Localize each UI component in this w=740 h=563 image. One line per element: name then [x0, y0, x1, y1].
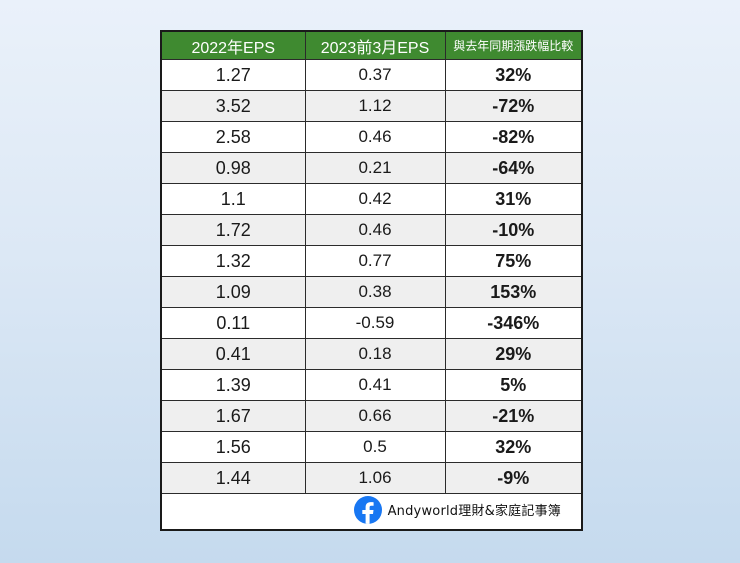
- table-row: 1.27 0.37 32%: [162, 59, 581, 91]
- eps-2022-cell: 1.09: [162, 276, 306, 308]
- eps-2022-cell: 1.67: [162, 400, 306, 432]
- facebook-icon: [353, 495, 382, 524]
- eps-2023-q1-cell: 0.46: [305, 214, 446, 246]
- header-yoy-change: 與去年同期漲跌幅比較: [445, 32, 581, 60]
- eps-2022-cell: 0.11: [162, 307, 306, 339]
- table-row: 1.32 0.77 75%: [162, 245, 581, 277]
- yoy-change-cell: 75%: [445, 245, 581, 277]
- table-body: 1.27 0.37 32% 3.52 1.12 -72% 2.58 0.46 -82% 0.98 0…: [162, 59, 581, 494]
- table-row: 1.39 0.41 5%: [162, 369, 581, 401]
- brand-name: Andyworld理財&家庭記事簿: [387, 504, 561, 519]
- eps-2022-cell: 1.56: [162, 431, 306, 463]
- table-row: 0.11 -0.59 -346%: [162, 307, 581, 339]
- eps-2023-q1-cell: 0.21: [305, 152, 446, 184]
- table-row: 1.72 0.46 -10%: [162, 214, 581, 246]
- eps-2022-cell: 3.52: [162, 90, 306, 122]
- table-row: 1.09 0.38 153%: [162, 276, 581, 308]
- eps-2023-q1-cell: 0.37: [305, 59, 446, 91]
- eps-2023-q1-cell: -0.59: [305, 307, 446, 339]
- yoy-change-cell: 5%: [445, 369, 581, 401]
- eps-2023-q1-cell: 0.46: [305, 121, 446, 153]
- header-row: 2022年EPS 2023前3月EPS 與去年同期漲跌幅比較: [162, 32, 581, 60]
- table-row: 0.41 0.18 29%: [162, 338, 581, 370]
- table-row: 1.56 0.5 32%: [162, 431, 581, 463]
- eps-2022-cell: 0.98: [162, 152, 306, 184]
- header-eps-2022: 2022年EPS: [162, 32, 306, 60]
- table-row: 2.58 0.46 -82%: [162, 121, 581, 153]
- eps-2023-q1-cell: 0.66: [305, 400, 446, 432]
- footer-brand: Andyworld理財&家庭記事簿: [162, 490, 581, 529]
- eps-table: 2022年EPS 2023前3月EPS 與去年同期漲跌幅比較 1.27 0.37 3…: [162, 32, 581, 494]
- table-header: 2022年EPS 2023前3月EPS 與去年同期漲跌幅比較: [162, 32, 581, 60]
- eps-2023-q1-cell: 0.77: [305, 245, 446, 277]
- yoy-change-cell: 32%: [445, 431, 581, 463]
- eps-2022-cell: 1.27: [162, 59, 306, 91]
- table-row: 0.98 0.21 -64%: [162, 152, 581, 184]
- eps-2023-q1-cell: 1.12: [305, 90, 446, 122]
- header-eps-2023-q1: 2023前3月EPS: [305, 32, 446, 60]
- yoy-change-cell: -21%: [445, 400, 581, 432]
- yoy-change-cell: -82%: [445, 121, 581, 153]
- table-row: 1.67 0.66 -21%: [162, 400, 581, 432]
- eps-2022-cell: 1.39: [162, 369, 306, 401]
- yoy-change-cell: -9%: [445, 462, 581, 494]
- eps-2022-cell: 0.41: [162, 338, 306, 370]
- yoy-change-cell: 31%: [445, 183, 581, 215]
- yoy-change-cell: -72%: [445, 90, 581, 122]
- yoy-change-cell: -10%: [445, 214, 581, 246]
- eps-2022-cell: 1.72: [162, 214, 306, 246]
- table-row: 1.1 0.42 31%: [162, 183, 581, 215]
- yoy-change-cell: 153%: [445, 276, 581, 308]
- yoy-change-cell: 32%: [445, 59, 581, 91]
- table-row: 3.52 1.12 -72%: [162, 90, 581, 122]
- table-row: 1.44 1.06 -9%: [162, 462, 581, 494]
- eps-2022-cell: 1.44: [162, 462, 306, 494]
- eps-2022-cell: 1.1: [162, 183, 306, 215]
- yoy-change-cell: -64%: [445, 152, 581, 184]
- eps-table-card: 2022年EPS 2023前3月EPS 與去年同期漲跌幅比較 1.27 0.37 3…: [160, 30, 583, 531]
- eps-2022-cell: 2.58: [162, 121, 306, 153]
- yoy-change-cell: 29%: [445, 338, 581, 370]
- eps-2023-q1-cell: 0.38: [305, 276, 446, 308]
- yoy-change-cell: -346%: [445, 307, 581, 339]
- eps-2023-q1-cell: 0.42: [305, 183, 446, 215]
- eps-2023-q1-cell: 0.18: [305, 338, 446, 370]
- eps-2023-q1-cell: 1.06: [305, 462, 446, 494]
- eps-2023-q1-cell: 0.41: [305, 369, 446, 401]
- eps-2022-cell: 1.32: [162, 245, 306, 277]
- eps-2023-q1-cell: 0.5: [305, 431, 446, 463]
